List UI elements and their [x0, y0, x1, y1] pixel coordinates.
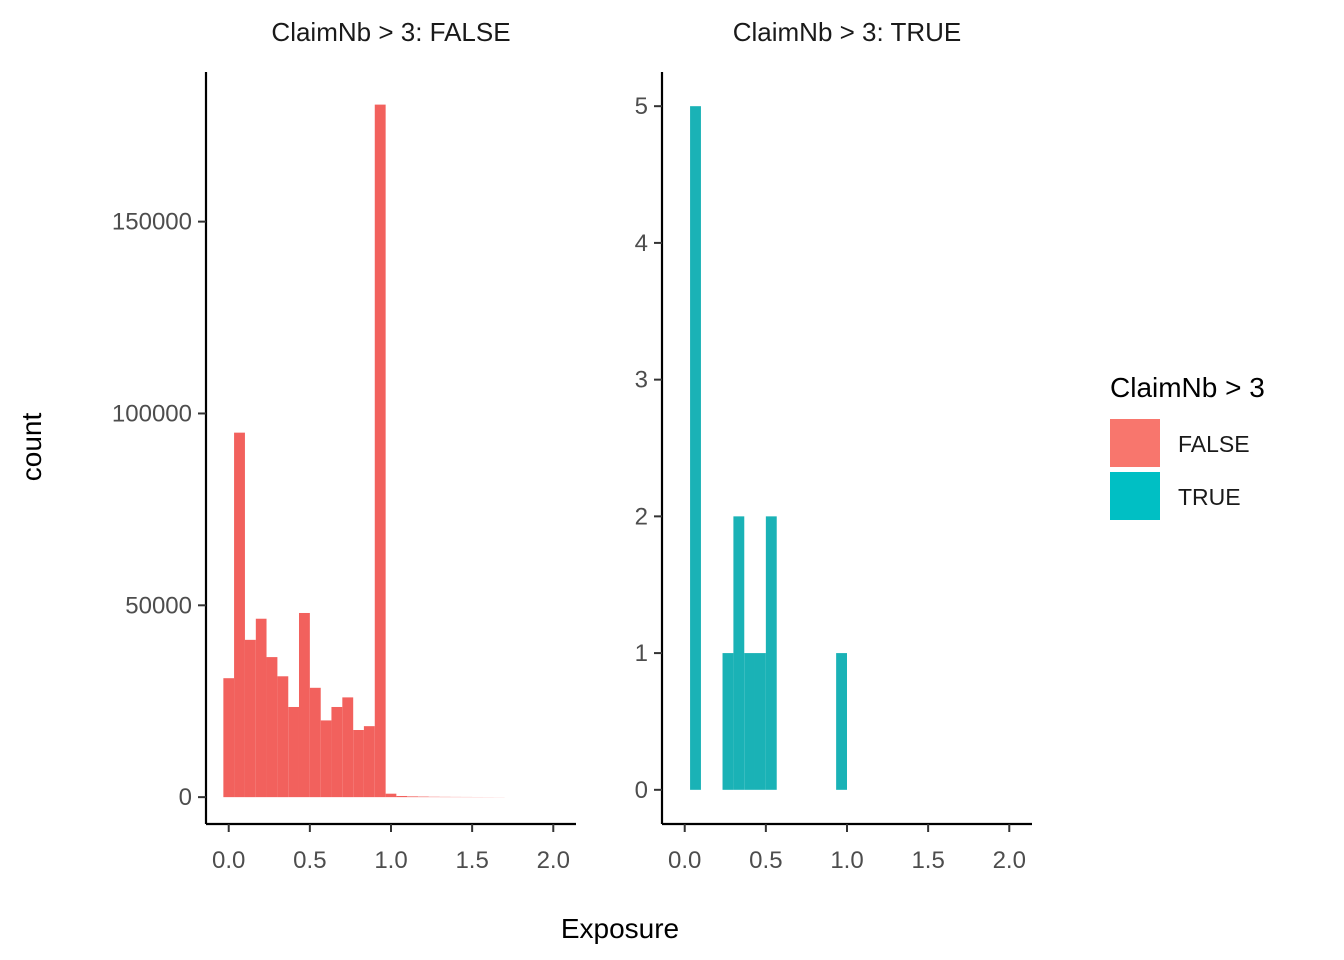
histogram-bar: [385, 793, 397, 798]
histogram-bar: [836, 653, 847, 790]
x-tick-label: 0.0: [212, 847, 245, 874]
y-tick-label: 100000: [112, 400, 192, 427]
facet-title: ClaimNb > 3: FALSE: [271, 17, 510, 47]
histogram-bar: [223, 678, 235, 798]
histogram-bar: [744, 653, 755, 790]
histogram-bar: [309, 687, 321, 798]
x-tick-label: 1.5: [455, 847, 488, 874]
legend-label-false: FALSE: [1178, 431, 1250, 457]
x-tick-label: 2.0: [993, 847, 1026, 874]
histogram-bar: [298, 612, 310, 798]
histogram-bar: [353, 730, 364, 798]
y-tick-label: 0: [179, 784, 192, 811]
legend-title: ClaimNb > 3: [1110, 372, 1265, 403]
x-tick-label: 1.0: [830, 847, 863, 874]
y-axis-title: count: [16, 413, 47, 482]
histogram-bar: [690, 106, 701, 790]
histogram-bar: [234, 432, 245, 798]
x-tick-label: 0.5: [749, 847, 782, 874]
y-tick-label: 2: [635, 503, 648, 530]
histogram-bar: [266, 657, 278, 798]
x-tick-label: 0.5: [293, 847, 326, 874]
y-tick-label: 3: [635, 367, 648, 394]
y-tick-label: 5: [635, 93, 648, 120]
facet-false: ClaimNb > 3: FALSE 0 50000 100000 150000 0.0 0…: [112, 17, 576, 874]
histogram-bar: [363, 726, 375, 798]
histogram-bar: [765, 516, 777, 790]
histogram-bar: [733, 516, 745, 790]
facet-title: ClaimNb > 3: TRUE: [733, 17, 962, 47]
histogram-bar: [320, 720, 332, 798]
histogram-bar: [288, 706, 299, 798]
histogram-bar: [407, 796, 419, 798]
histogram-bar: [277, 676, 289, 798]
histogram-bar: [244, 639, 256, 798]
x-tick-label: 1.5: [911, 847, 944, 874]
histogram-bar: [396, 795, 408, 798]
histogram-bar: [418, 796, 429, 798]
y-tick-label: 50000: [125, 592, 192, 619]
histogram-bar: [331, 706, 343, 798]
histogram-bar: [722, 653, 734, 790]
x-tick-label: 1.0: [374, 847, 407, 874]
y-tick-label: 150000: [112, 209, 192, 236]
histogram-bar: [374, 104, 386, 798]
y-tick-label: 1: [635, 640, 648, 667]
x-tick-label: 2.0: [537, 847, 570, 874]
histogram-bar: [342, 697, 354, 798]
x-tick-label: 0.0: [668, 847, 701, 874]
legend-label-true: TRUE: [1178, 484, 1241, 510]
legend-swatch-true: [1110, 472, 1160, 520]
y-tick-label: 0: [635, 777, 648, 804]
x-axis-title: Exposure: [561, 913, 679, 944]
legend-swatch-false: [1110, 419, 1160, 467]
histogram-bar: [754, 653, 766, 790]
facet-true: ClaimNb > 3: TRUE 0 1 2 3 4 5 0.0 0.5 1.0 1.5 2.0: [635, 17, 1032, 874]
histogram-bar: [255, 618, 267, 798]
facets: ClaimNb > 3: FALSE 0 50000 100000 150000 0.0 0…: [112, 17, 1032, 874]
y-tick-label: 4: [635, 230, 648, 257]
legend: ClaimNb > 3 FALSE TRUE: [1110, 372, 1265, 520]
